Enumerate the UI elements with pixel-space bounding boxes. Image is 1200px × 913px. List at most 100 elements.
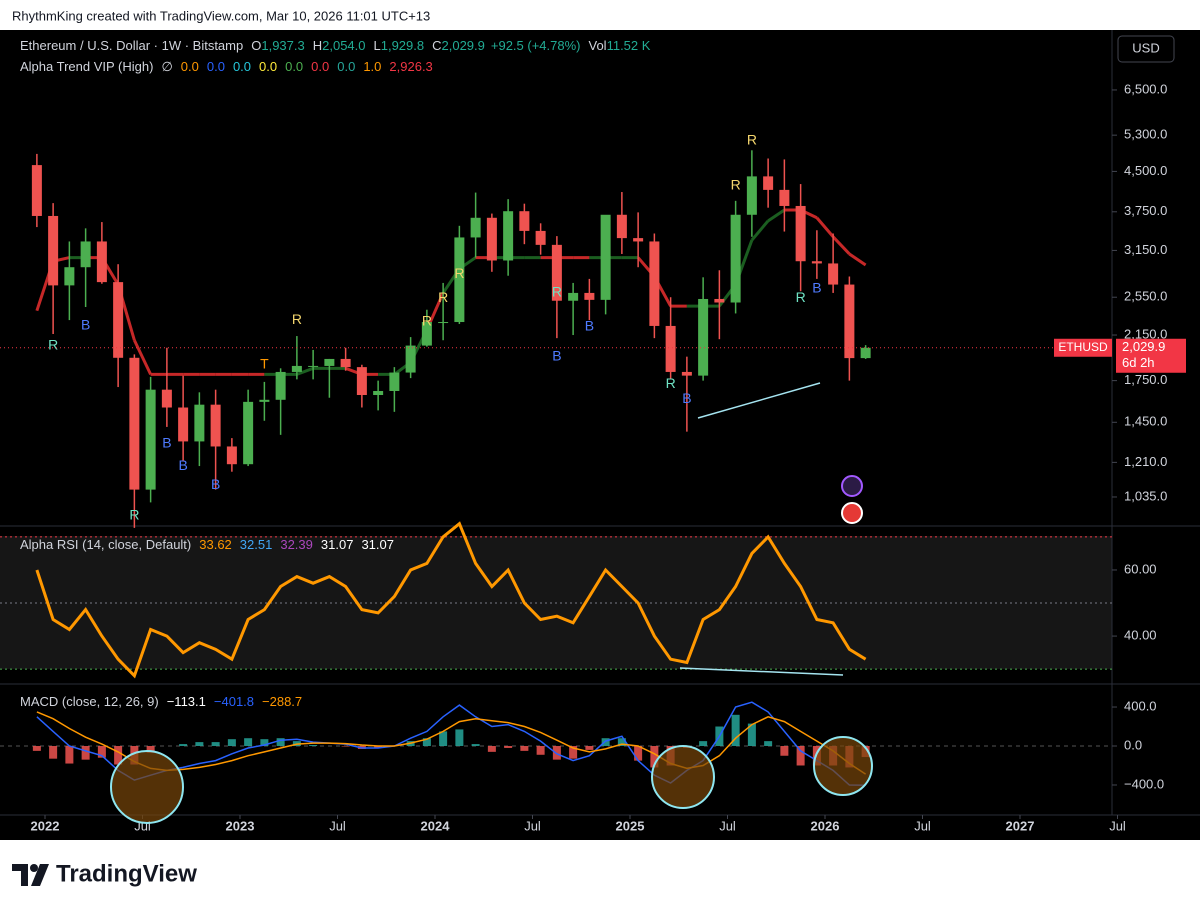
countdown: 6d 2h (1122, 355, 1155, 370)
candle-body (682, 372, 692, 376)
signal-label: R (438, 289, 448, 305)
candle-body (146, 390, 156, 490)
attribution: RhythmKing created with TradingView.com,… (12, 8, 430, 23)
legend-item: −113.1 (167, 694, 206, 709)
price-tag-text: 2,029.9 (1122, 339, 1165, 354)
x-tick-label: 2027 (1006, 818, 1035, 833)
candle-body (32, 165, 42, 216)
legend-item: 11.52 K (607, 38, 651, 53)
legend-item: 0.0 (181, 59, 199, 74)
event-icon[interactable] (842, 476, 862, 496)
signal-label: R (747, 131, 757, 147)
signal-label: B (211, 476, 220, 492)
candle-body (178, 408, 188, 442)
legend-item: 1.0 (363, 59, 381, 74)
x-tick-label: Jul (914, 818, 931, 833)
y-tick-label: 40.00 (1124, 628, 1157, 643)
legend-item: O (251, 38, 261, 53)
legend-item: H (313, 38, 322, 53)
histogram-bar (634, 746, 642, 761)
signal-label: R (731, 176, 741, 192)
candle-body (438, 322, 448, 323)
legend-item: −288.7 (262, 694, 302, 709)
x-tick-label: Jul (329, 818, 346, 833)
y-tick-label: 400.0 (1124, 698, 1157, 713)
candle-body (747, 176, 757, 214)
candle-body (48, 216, 58, 285)
candle-body (97, 241, 107, 282)
y-tick-label: 1,450.0 (1124, 414, 1167, 429)
y-tick-label: 1,750.0 (1124, 372, 1167, 387)
candle-body (81, 241, 91, 267)
x-tick-label: Jul (719, 818, 736, 833)
histogram-bar (244, 738, 252, 746)
candle-body (536, 231, 546, 245)
histogram-bar (228, 739, 236, 746)
candle-body (292, 366, 302, 372)
histogram-bar (780, 746, 788, 756)
y-tick-label: 5,300.0 (1124, 127, 1167, 142)
candle-body (666, 326, 676, 372)
signal-label: B (81, 317, 90, 333)
y-tick-label: 2,550.0 (1124, 289, 1167, 304)
signal-label: R (129, 507, 139, 523)
candle-body (714, 299, 724, 303)
legend-item: 1,929.8 (381, 38, 424, 53)
candle-body (649, 241, 659, 325)
candle-body (64, 267, 74, 285)
candle-body (812, 261, 822, 263)
candle-body (406, 346, 416, 373)
histogram-bar (49, 746, 57, 759)
histogram-bar (179, 744, 187, 746)
histogram-bar (455, 729, 463, 746)
candle-body (357, 367, 367, 395)
signal-label: B (162, 435, 171, 451)
legend-item: 0.0 (233, 59, 251, 74)
x-tick-label: 2025 (616, 818, 645, 833)
signal-label: B (812, 279, 821, 295)
candle-body (373, 391, 383, 395)
y-tick-label: 4,500.0 (1124, 163, 1167, 178)
signal-label: R (48, 336, 58, 352)
signal-label: R (422, 313, 432, 329)
logo-text: TradingView (56, 860, 197, 887)
x-tick-label: 2024 (421, 818, 451, 833)
candle-body (471, 218, 481, 238)
y-tick-label: 1,035.0 (1124, 488, 1167, 503)
y-tick-label: −400.0 (1124, 776, 1164, 791)
legend-item: 31.07 (321, 537, 354, 552)
signal-label: B (585, 318, 594, 334)
x-tick-label: 2023 (226, 818, 255, 833)
candle-body (861, 348, 871, 358)
candle-body (779, 190, 789, 206)
histogram-bar (504, 746, 512, 748)
candle-body (503, 211, 513, 260)
currency: USD (1132, 40, 1159, 55)
highlight-circle (111, 751, 183, 823)
signal-label: B (552, 347, 561, 363)
signal-label: R (454, 265, 464, 281)
histogram-bar (520, 746, 528, 751)
candle-body (162, 390, 172, 408)
legend-item: C (432, 38, 441, 53)
candle-body (584, 293, 594, 300)
histogram-bar (65, 746, 73, 764)
y-tick-label: 6,500.0 (1124, 81, 1167, 96)
event-icon[interactable] (842, 503, 862, 523)
y-tick-label: 3,750.0 (1124, 203, 1167, 218)
signal-label: R (552, 284, 562, 300)
candle-body (568, 293, 578, 301)
x-tick-label: 2022 (31, 818, 60, 833)
candle-body (211, 405, 221, 447)
histogram-bar (553, 746, 561, 760)
candle-body (796, 206, 806, 261)
histogram-bar (699, 741, 707, 746)
signal-label: R (666, 375, 676, 391)
legend-item: +92.5 (+4.78%) (491, 38, 581, 53)
candle-body (113, 282, 123, 358)
symbol-tag-text: ETHUSD (1058, 340, 1108, 354)
legend-item: Alpha RSI (14, close, Default) (20, 537, 191, 552)
histogram-bar (797, 746, 805, 765)
